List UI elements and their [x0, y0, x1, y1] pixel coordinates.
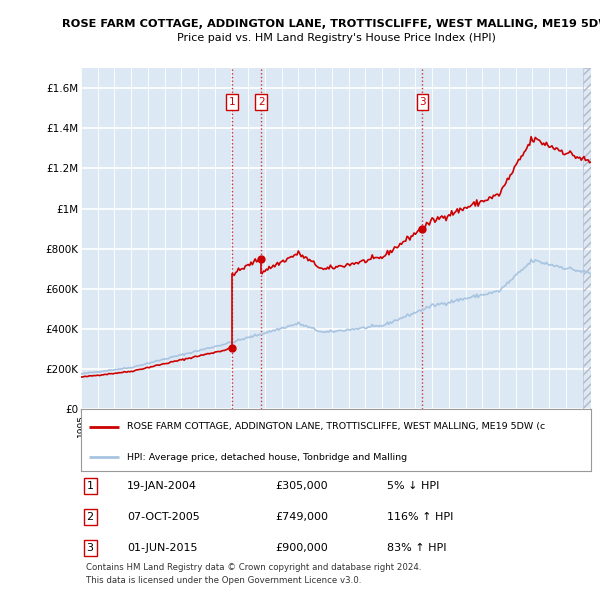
Text: HPI: Average price, detached house, Tonbridge and Malling: HPI: Average price, detached house, Tonb…: [127, 453, 407, 462]
Text: Contains HM Land Registry data © Crown copyright and database right 2024.
This d: Contains HM Land Registry data © Crown c…: [86, 563, 422, 585]
Text: 3: 3: [419, 97, 426, 107]
Text: £900,000: £900,000: [275, 543, 328, 553]
Text: 1: 1: [86, 481, 94, 491]
Text: Price paid vs. HM Land Registry's House Price Index (HPI): Price paid vs. HM Land Registry's House …: [176, 34, 496, 43]
Text: 5% ↓ HPI: 5% ↓ HPI: [387, 481, 439, 491]
Text: 01-JUN-2015: 01-JUN-2015: [127, 543, 197, 553]
Text: 83% ↑ HPI: 83% ↑ HPI: [387, 543, 446, 553]
Text: 2: 2: [86, 512, 94, 522]
Text: 1: 1: [229, 97, 236, 107]
Text: £749,000: £749,000: [275, 512, 328, 522]
Text: ROSE FARM COTTAGE, ADDINGTON LANE, TROTTISCLIFFE, WEST MALLING, ME19 5DW: ROSE FARM COTTAGE, ADDINGTON LANE, TROTT…: [62, 19, 600, 28]
Text: £305,000: £305,000: [275, 481, 328, 491]
Text: ROSE FARM COTTAGE, ADDINGTON LANE, TROTTISCLIFFE, WEST MALLING, ME19 5DW (c: ROSE FARM COTTAGE, ADDINGTON LANE, TROTT…: [127, 422, 545, 431]
Text: 3: 3: [86, 543, 94, 553]
Text: 19-JAN-2004: 19-JAN-2004: [127, 481, 197, 491]
Text: 2: 2: [258, 97, 265, 107]
Text: 116% ↑ HPI: 116% ↑ HPI: [387, 512, 454, 522]
Text: 07-OCT-2005: 07-OCT-2005: [127, 512, 200, 522]
